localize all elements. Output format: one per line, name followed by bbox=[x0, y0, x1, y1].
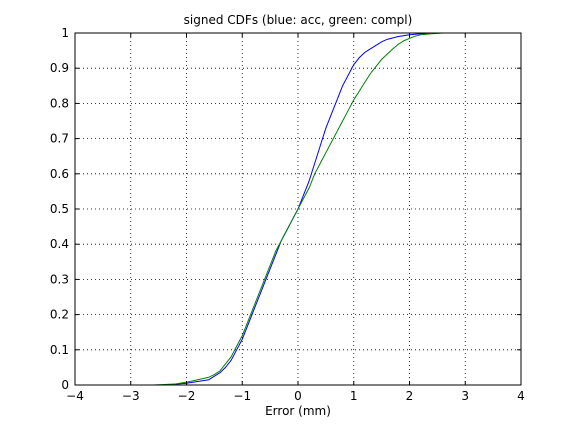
x-tick-label: 0 bbox=[294, 389, 302, 403]
x-tick-label: −3 bbox=[122, 389, 140, 403]
x-tick-labels: −4 −3 −2 −1 0 1 2 3 4 bbox=[66, 389, 525, 403]
x-tick-label: 1 bbox=[350, 389, 358, 403]
y-tick-label: 0 bbox=[61, 378, 69, 392]
x-tick-label: −1 bbox=[233, 389, 251, 403]
series-line-2 bbox=[75, 32, 521, 386]
x-tick-label: 2 bbox=[406, 389, 414, 403]
y-tick-label: 0.5 bbox=[50, 202, 69, 216]
ticks bbox=[74, 32, 522, 386]
x-tick-label: 4 bbox=[517, 389, 525, 403]
y-tick-label: 0.4 bbox=[50, 237, 69, 251]
y-tick-label: 1 bbox=[61, 26, 69, 40]
y-tick-label: 0.9 bbox=[50, 61, 69, 75]
series-line-1 bbox=[75, 32, 521, 386]
y-tick-label: 0.7 bbox=[50, 132, 69, 146]
y-tick-label: 0.8 bbox=[50, 96, 69, 110]
x-tick-label: 3 bbox=[461, 389, 469, 403]
y-tick-label: 0.2 bbox=[50, 308, 69, 322]
y-tick-label: 0.1 bbox=[50, 343, 69, 357]
x-tick-label: −4 bbox=[66, 389, 84, 403]
x-axis-label: Error (mm) bbox=[265, 404, 331, 418]
y-tick-label: 0.6 bbox=[50, 167, 69, 181]
y-tick-label: 0.3 bbox=[50, 272, 69, 286]
series-layer bbox=[75, 32, 521, 386]
y-tick-labels: 0 0.1 0.2 0.3 0.4 0.5 0.6 0.7 0.8 0.9 1 bbox=[50, 26, 69, 392]
x-tick-label: −2 bbox=[178, 389, 196, 403]
chart-title: signed CDFs (blue: acc, green: compl) bbox=[184, 13, 413, 27]
